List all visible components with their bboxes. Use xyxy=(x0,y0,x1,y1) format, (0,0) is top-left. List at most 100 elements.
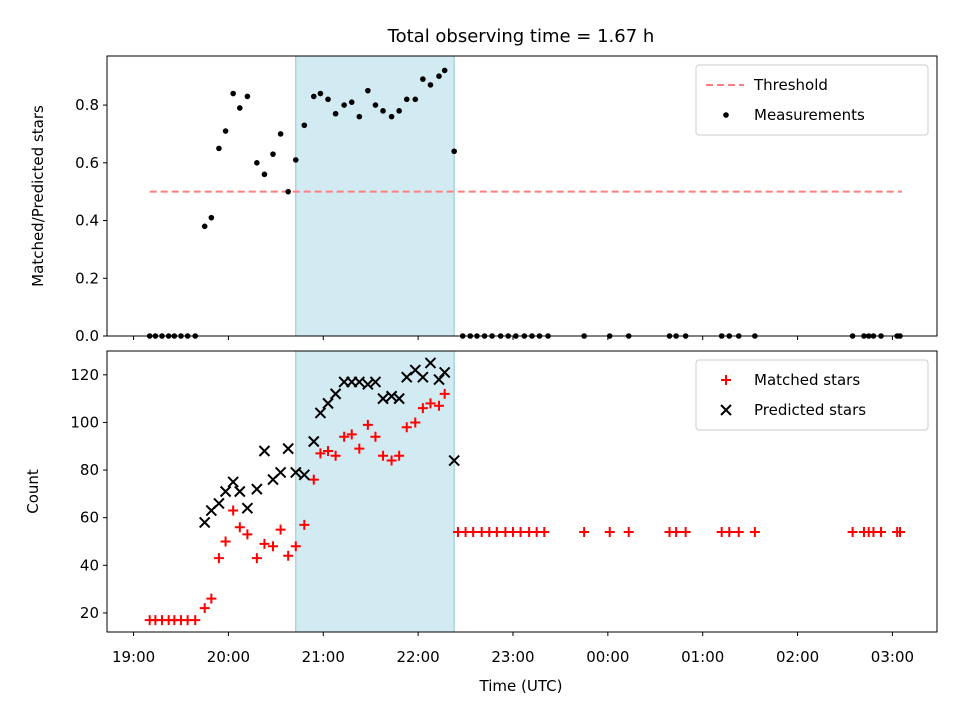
matched-star-point xyxy=(234,522,245,533)
matched-star-point xyxy=(425,398,436,409)
matched-star-point xyxy=(724,526,735,537)
predicted-star-point xyxy=(314,407,327,419)
measurement-point xyxy=(270,151,276,157)
predicted-star-point xyxy=(227,476,239,488)
measurement-point xyxy=(301,122,308,129)
predicted-star-point xyxy=(448,454,460,467)
matched-star-point xyxy=(491,526,502,537)
measurement-point xyxy=(365,87,371,94)
measurement-point xyxy=(325,96,331,103)
matched-star-point xyxy=(299,519,310,530)
measurement-point xyxy=(216,145,222,152)
matched-star-point xyxy=(749,526,760,537)
matched-star-point xyxy=(579,526,590,537)
matched-star-point xyxy=(259,538,270,549)
x-axis-label: Time (UTC) xyxy=(479,677,563,695)
matched-star-point xyxy=(206,593,217,604)
count-y-tick-label: 60 xyxy=(80,509,99,527)
predicted-star-point xyxy=(290,466,302,479)
matched-star-point xyxy=(275,524,286,535)
ratio-axes-frame xyxy=(106,55,938,337)
matched-star-point xyxy=(623,526,634,537)
matched-star-point xyxy=(876,526,887,537)
legend-label: Predicted stars xyxy=(754,401,866,419)
x-tick-label: 01:00 xyxy=(681,648,724,666)
predicted-star-point xyxy=(329,388,342,400)
measurement-point xyxy=(222,128,229,134)
measurement-point xyxy=(277,131,284,137)
count-y-tick-label: 40 xyxy=(80,556,99,574)
measurement-point xyxy=(356,113,363,120)
ratio-y-tick-label: 0.0 xyxy=(75,327,99,345)
matched-star-point xyxy=(370,431,381,442)
predicted-star-point xyxy=(282,442,294,455)
measurement-point xyxy=(412,96,419,103)
legend-matched-swatch xyxy=(721,375,731,385)
measurement-point xyxy=(372,102,379,108)
predicted-star-point xyxy=(198,516,211,529)
ratio-legend: Threshold Measurements xyxy=(695,64,929,136)
count-series-predicted-stars xyxy=(198,357,460,529)
measurement-point xyxy=(201,223,208,230)
ratio-legend-box xyxy=(695,64,929,136)
legend-measurement-swatch xyxy=(723,112,729,118)
count-axes-frame xyxy=(106,350,938,633)
matched-star-point xyxy=(220,536,231,547)
matched-star-point xyxy=(386,455,397,466)
predicted-star-point xyxy=(251,483,263,495)
matched-star-point xyxy=(604,526,615,537)
measurement-point xyxy=(254,160,260,166)
predicted-star-point xyxy=(417,371,429,383)
matched-star-point xyxy=(733,526,744,537)
legend-label: Matched stars xyxy=(754,371,860,389)
matched-star-point xyxy=(439,388,450,399)
matched-star-point xyxy=(315,448,326,459)
matched-star-point xyxy=(268,541,278,552)
predicted-star-point xyxy=(377,392,389,405)
measurement-point xyxy=(244,93,251,100)
predicted-star-point xyxy=(369,376,382,388)
x-tick-label: 00:00 xyxy=(586,648,629,666)
count-legend-box xyxy=(695,359,929,431)
measurement-point xyxy=(285,188,291,195)
measurement-point xyxy=(348,99,355,105)
predicted-star-point xyxy=(213,497,225,510)
matched-star-point xyxy=(308,474,319,485)
matched-star-point xyxy=(190,615,201,626)
x-tick-label: 22:00 xyxy=(397,648,440,666)
matched-star-point xyxy=(417,403,428,414)
measurement-point xyxy=(427,82,434,88)
matched-star-point xyxy=(680,526,691,537)
matched-star-point xyxy=(401,422,412,433)
matched-star-point xyxy=(346,429,357,440)
measurement-point xyxy=(420,76,426,82)
ratio-y-tick-label: 0.6 xyxy=(75,154,99,172)
count-series-matched-stars xyxy=(144,388,906,626)
matched-star-point xyxy=(251,553,262,564)
ratio-y-axis-label: Matched/Predicted stars xyxy=(29,105,47,287)
matched-star-point xyxy=(339,431,350,442)
measurement-point xyxy=(208,214,215,221)
measurement-point xyxy=(396,108,402,114)
matched-star-point xyxy=(290,541,301,552)
measurement-point xyxy=(451,148,457,155)
predicted-star-point xyxy=(322,397,334,410)
count-y-tick-label: 80 xyxy=(80,461,99,479)
matched-star-point xyxy=(394,450,405,461)
matched-star-point xyxy=(378,450,389,461)
count-panel: 20 40 60 80 100 120 19:00 20:00 21:00 22:00 23:00 0… xyxy=(24,350,938,666)
measurement-point xyxy=(261,171,268,178)
x-tick-label: 02:00 xyxy=(776,648,819,666)
predicted-star-point xyxy=(219,485,232,498)
x-tick-label: 23:00 xyxy=(491,648,534,666)
ratio-observing-span xyxy=(295,55,455,337)
measurement-point xyxy=(403,96,410,103)
matched-star-point xyxy=(539,526,550,537)
predicted-star-point xyxy=(241,502,254,514)
predicted-star-point xyxy=(385,390,398,402)
matched-star-point xyxy=(362,419,373,430)
measurement-point xyxy=(230,90,236,97)
x-tick-label: 20:00 xyxy=(207,648,250,666)
measurement-point xyxy=(388,113,395,120)
legend-label: Threshold xyxy=(753,76,828,94)
